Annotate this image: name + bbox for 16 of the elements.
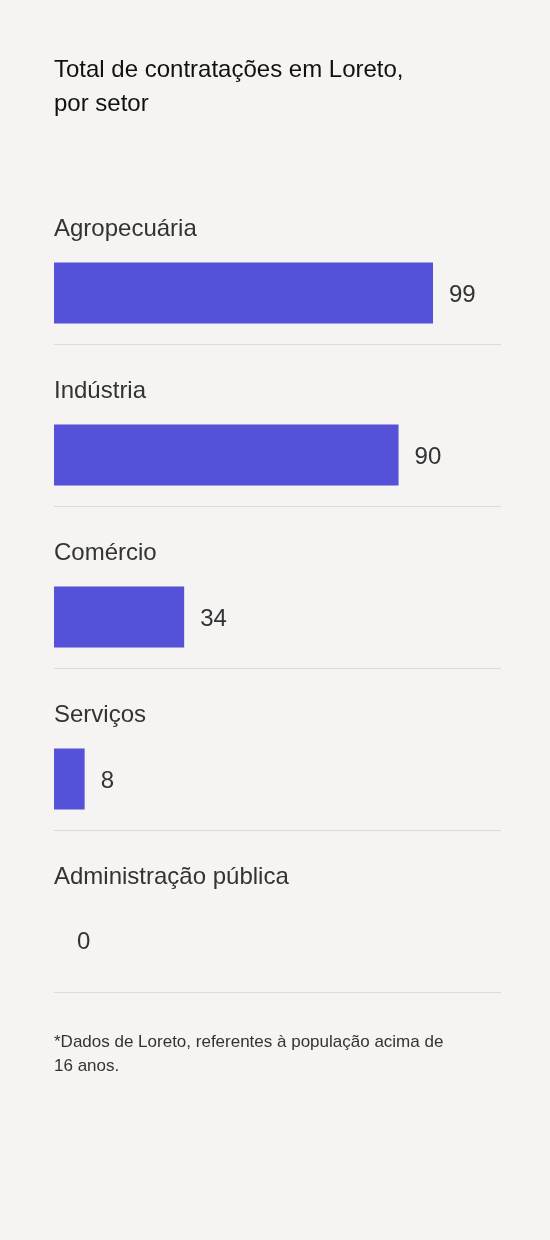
bar (54, 424, 399, 486)
bar (54, 586, 185, 648)
bar (54, 262, 433, 324)
y-tick-label: Comércio (54, 538, 157, 565)
y-tick-label: Indústria (54, 376, 147, 403)
data-label: 0 (77, 927, 91, 954)
y-tick-label: Serviços (54, 700, 147, 727)
y-tick-label: Agropecuária (54, 214, 198, 241)
chart-title: Total de contratações em Loreto, por setor (54, 54, 405, 118)
bar (54, 748, 85, 810)
data-label: 8 (100, 765, 114, 793)
data-label: 99 (449, 279, 476, 307)
text: *Dados de Loreto, referentes à população acima de 16 anos. (54, 1031, 445, 1077)
data-label: 90 (414, 441, 442, 469)
data-label: 34 (200, 603, 227, 631)
y-tick-label: Administração pública (54, 862, 290, 889)
